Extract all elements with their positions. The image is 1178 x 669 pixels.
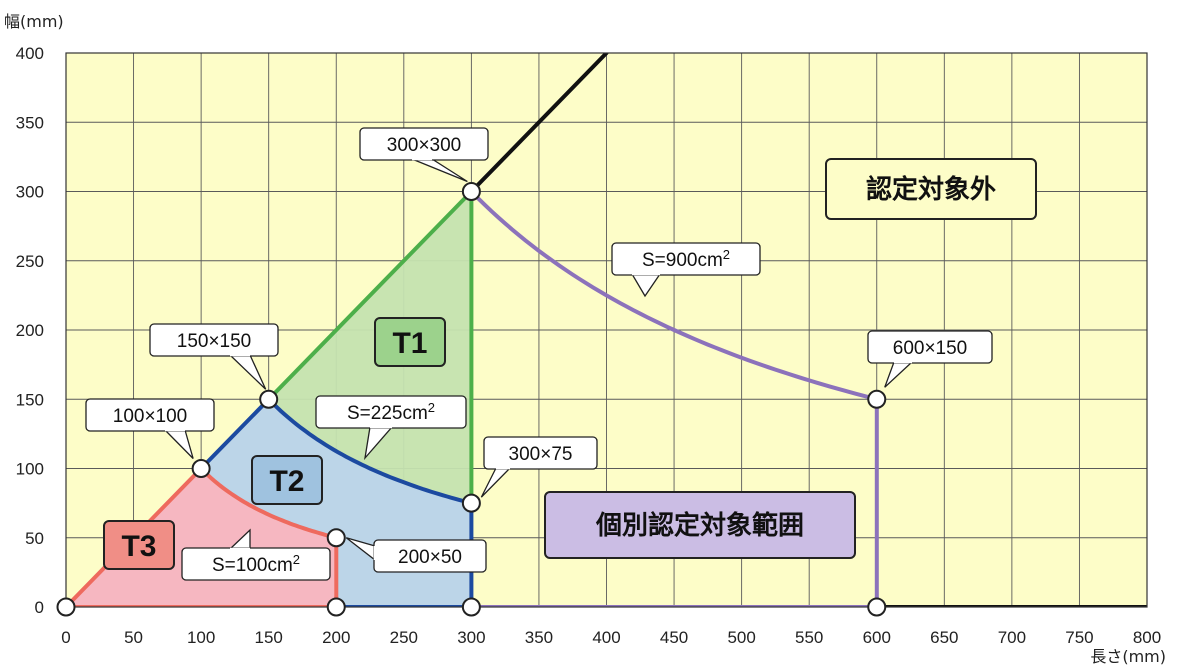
y-axis-ticks: 0 50 100 150 200 250 300 350 400 [16, 44, 44, 617]
point-marker [461, 597, 481, 617]
x-tick-label: 250 [390, 628, 418, 647]
label-t1: T1 [374, 317, 446, 367]
label-t1-box [374, 317, 446, 367]
callout-600x150-label: 600×150 [893, 338, 968, 359]
x-tick-label: 550 [795, 628, 823, 647]
callouts: 300×300 150×150 100×100 300×75 200×50 600×150… [85, 127, 993, 581]
curve-s100 [199, 466, 339, 540]
x-tick-label: 700 [998, 628, 1026, 647]
callout-150x150-box [149, 323, 279, 357]
callout-s900-box [611, 242, 761, 276]
callout-300x75: 300×75 [480, 436, 598, 498]
y-tick-label: 200 [16, 321, 44, 340]
point-marker [56, 597, 76, 617]
label-t2-text: T2 [269, 465, 304, 498]
callout-200x50: 200×50 [345, 537, 487, 573]
x-tick-label: 600 [863, 628, 891, 647]
y-tick-label: 0 [35, 598, 44, 617]
x-tick-label: 0 [61, 628, 70, 647]
plot-frame [65, 52, 1148, 608]
callout-s100: S=100cm2 [181, 528, 331, 581]
point-marker [326, 528, 346, 548]
callout-150x150-label: 150×150 [177, 331, 252, 352]
x-tick-label: 500 [727, 628, 755, 647]
callout-s225: S=225cm2 [315, 395, 467, 461]
callout-s100-box [181, 547, 331, 581]
callout-100x100-box [85, 398, 215, 432]
label-t2: T2 [251, 455, 323, 505]
callout-600x150-box [867, 330, 993, 364]
point-markers [56, 182, 887, 617]
point-marker [259, 389, 279, 409]
label-individual-text: 個別認定対象範囲 [595, 510, 804, 541]
label-t3-box [103, 520, 175, 570]
x-tick-label: 650 [930, 628, 958, 647]
x-tick-label: 50 [124, 628, 143, 647]
label-individual-box [544, 491, 856, 559]
x-tick-label: 150 [255, 628, 283, 647]
label-outside-text: 認定対象外 [866, 174, 996, 205]
label-individual: 個別認定対象範囲 [544, 491, 856, 559]
y-tick-label: 250 [16, 252, 44, 271]
label-outside: 認定対象外 [825, 158, 1037, 220]
x-axis-ticks: 0 50 100 150 200 250 300 350 400 450 500 550 600 650 7… [61, 628, 1161, 647]
callout-300x300: 300×300 [359, 127, 489, 183]
callout-s900-label: S=900cm2 [642, 247, 730, 272]
y-tick-label: 350 [16, 113, 44, 132]
callout-150x150: 150×150 [149, 323, 279, 390]
y-tick-label: 300 [16, 183, 44, 202]
y-tick-label: 400 [16, 44, 44, 63]
series-outside [469, 53, 609, 194]
label-t1-text: T1 [392, 327, 427, 360]
callout-s900: S=900cm2 [611, 242, 761, 298]
series-t1_diag [266, 189, 474, 402]
x-tick-label: 750 [1065, 628, 1093, 647]
callout-300x75-label: 300×75 [509, 444, 573, 465]
callout-100x100: 100×100 [85, 398, 215, 459]
y-axis-title: 幅(mm) [4, 12, 64, 31]
point-marker [326, 597, 346, 617]
point-marker [461, 182, 481, 201]
callout-300x75-box [483, 436, 598, 470]
callout-s100-label: S=100cm2 [212, 552, 300, 577]
curve-s225 [266, 397, 474, 506]
region-labels: T1 T2 T3 個別認定対象範囲 認定対象外 [103, 158, 1037, 570]
x-tick-label: 400 [592, 628, 620, 647]
y-tick-label: 150 [16, 390, 44, 409]
callout-300x300-label: 300×300 [387, 135, 462, 156]
curve-s900 [469, 189, 879, 402]
x-tick-label: 100 [187, 628, 215, 647]
series-t2_diag [199, 397, 271, 471]
label-outside-box [825, 158, 1037, 220]
label-t3: T3 [103, 520, 175, 570]
point-marker [867, 389, 887, 409]
x-tick-label: 300 [457, 628, 485, 647]
y-tick-label: 100 [16, 460, 44, 479]
callout-200x50-label: 200×50 [398, 547, 462, 568]
callout-100x100-label: 100×100 [113, 406, 188, 427]
point-marker [867, 597, 887, 617]
label-t3-text: T3 [121, 530, 156, 563]
callout-s225-label: S=225cm2 [347, 400, 435, 425]
x-tick-label: 200 [322, 628, 350, 647]
y-tick-label: 50 [25, 529, 44, 548]
point-marker [461, 493, 481, 513]
x-tick-label: 800 [1133, 628, 1161, 647]
callout-600x150: 600×150 [867, 330, 993, 388]
label-t2-box [251, 455, 323, 505]
x-tick-label: 450 [660, 628, 688, 647]
point-marker [191, 459, 211, 478]
x-tick-label: 350 [525, 628, 553, 647]
x-axis-title: 長さ(mm) [1090, 647, 1166, 666]
